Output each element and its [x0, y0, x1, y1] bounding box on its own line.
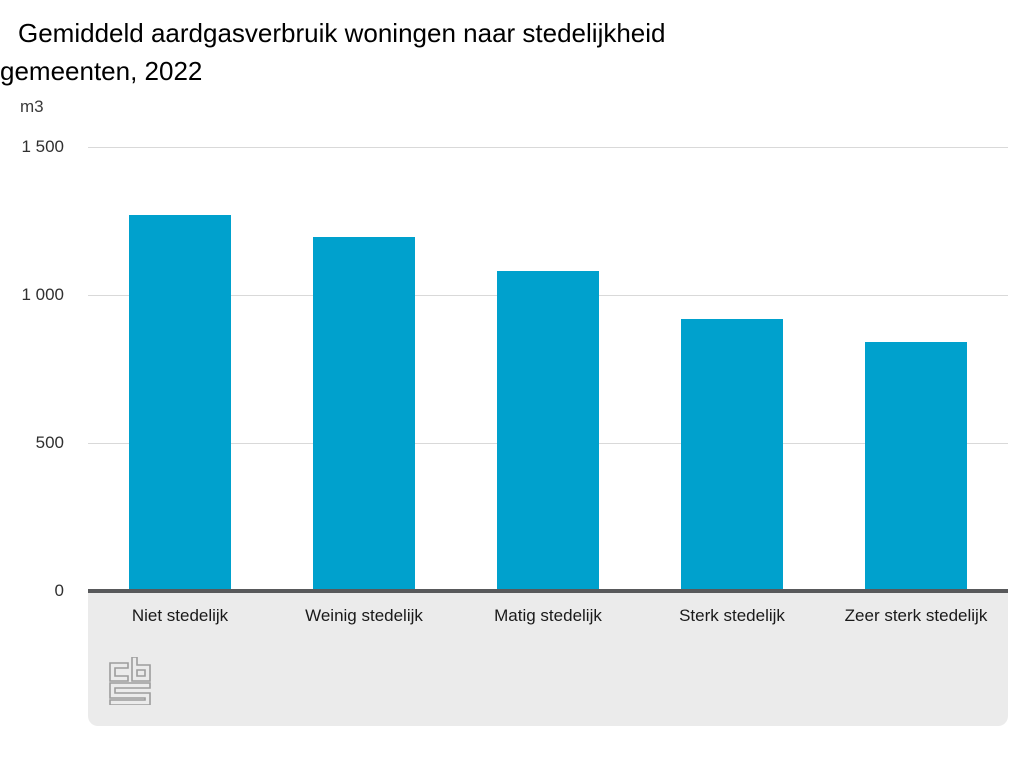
- x-category-label: Zeer sterk stedelijk: [844, 606, 988, 625]
- y-tick-label: 500: [35, 433, 64, 452]
- plot-area: [88, 147, 1008, 591]
- x-category-label: Weinig stedelijk: [305, 606, 423, 625]
- cbs-logo-letter-s: [109, 682, 151, 706]
- chart-title-line2: gemeenten, 2022: [0, 56, 203, 86]
- chart-title-line1: Gemiddeld aardgasverbruik woningen naar …: [18, 18, 666, 48]
- x-category-label: Niet stedelijk: [131, 606, 229, 625]
- chart-title: Gemiddeld aardgasverbruik woningen naar …: [0, 14, 820, 90]
- cbs-logo-letter-c: [109, 662, 129, 682]
- bar-sterk-stedelijk: [681, 319, 783, 591]
- y-axis-unit-label: m3: [20, 97, 44, 116]
- bar-niet-stedelijk: [129, 215, 231, 591]
- x-axis-line: [88, 589, 1008, 593]
- cbs-logo: [108, 656, 152, 706]
- y-axis: 1 500 1 000 500 0: [0, 137, 64, 600]
- chart-footer: Niet stedelijk Weinig stedelijk Matig sted…: [88, 593, 1008, 726]
- x-category-label: Sterk stedelijk: [679, 606, 785, 625]
- bar-matig-stedelijk: [497, 271, 599, 591]
- bar-zeer-sterk-stedelijk: [865, 342, 967, 591]
- y-tick-label: 1 000: [21, 285, 64, 304]
- bar-weinig-stedelijk: [313, 237, 415, 591]
- x-category-label: Matig stedelijk: [494, 606, 602, 625]
- gridline-1500: [88, 147, 1008, 148]
- y-tick-label: 0: [54, 581, 64, 600]
- cbs-logo-letter-b: [131, 656, 151, 682]
- y-tick-label: 1 500: [21, 137, 64, 156]
